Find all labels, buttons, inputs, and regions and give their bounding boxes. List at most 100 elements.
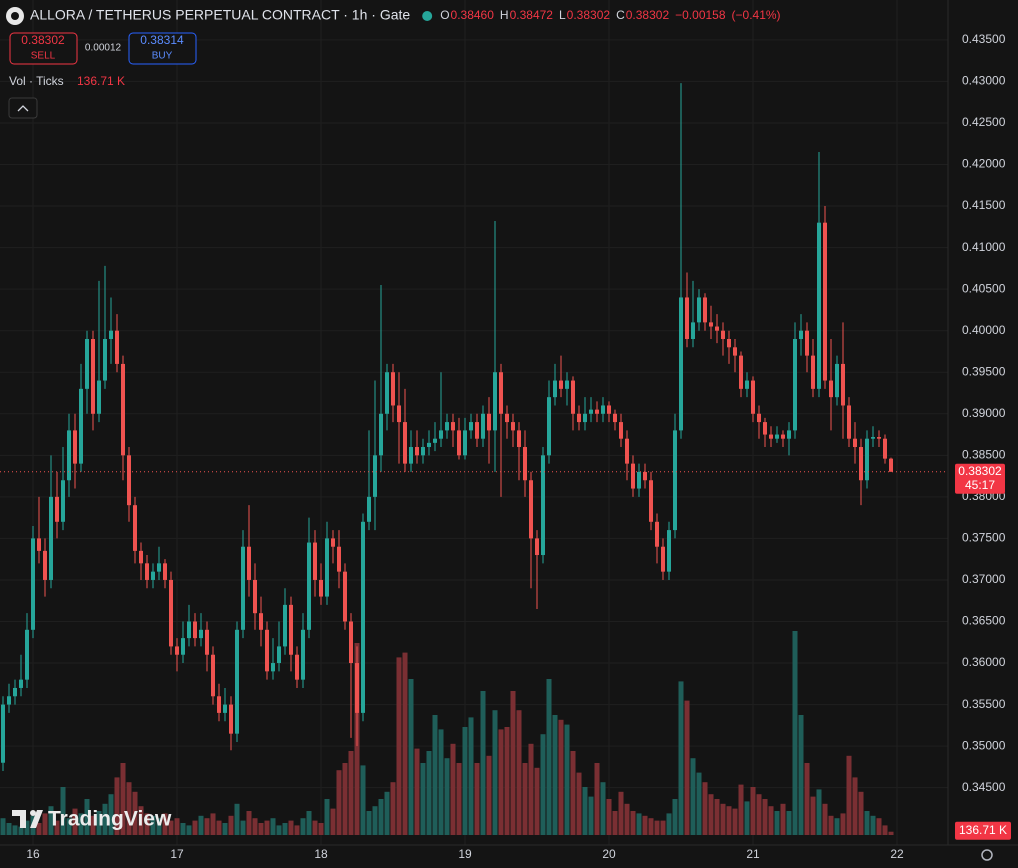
candle-body (727, 338, 731, 348)
sell-label[interactable]: SELL (31, 51, 56, 62)
volume-bar (528, 743, 534, 835)
candle-body (403, 422, 407, 464)
candle-body (253, 579, 257, 614)
candle-body (709, 322, 713, 327)
collapse-button[interactable] (8, 97, 38, 119)
candles (1, 83, 893, 772)
buy-box[interactable] (128, 32, 197, 65)
sell-price[interactable]: 0.38302 (21, 33, 65, 47)
candle-body (25, 629, 29, 680)
y-tick-label: 0.43500 (962, 32, 1006, 46)
volume-bar (816, 789, 822, 835)
volume-tag (955, 821, 1011, 840)
volume-bar (12, 825, 18, 835)
settings-button[interactable] (981, 849, 993, 861)
candle-body (589, 409, 593, 414)
candle-body (373, 455, 377, 497)
candle-body (775, 434, 779, 439)
volume-bar (222, 823, 228, 835)
volume-bar (264, 820, 270, 835)
sell-box[interactable] (9, 32, 78, 65)
candle-body (499, 372, 503, 414)
candle-body (733, 347, 737, 356)
candle-body (175, 646, 179, 655)
volume-bar (138, 806, 144, 835)
buy-button[interactable]: 0.38314 BUY (128, 32, 197, 65)
volume-bar (114, 777, 120, 835)
candle-body (457, 430, 461, 456)
buy-price[interactable]: 0.38314 (140, 33, 184, 47)
volume-bar (450, 743, 456, 835)
candle-body (13, 687, 17, 697)
volume-bar (852, 777, 858, 835)
volume-bar (702, 782, 708, 835)
candle-body (829, 380, 833, 398)
candle-body (883, 438, 887, 459)
x-tick-label: 20 (602, 847, 616, 861)
volume-bar (552, 715, 558, 835)
volume-bar (600, 782, 606, 835)
candle-body (505, 413, 509, 423)
candle-body (565, 380, 569, 389)
volume-bar (42, 813, 48, 835)
collapse-box[interactable] (8, 97, 38, 119)
volume-bar (330, 808, 336, 835)
volume-bar (456, 763, 462, 835)
x-tick-label: 21 (746, 847, 760, 861)
candle-body (865, 438, 869, 481)
volume-bar (294, 825, 300, 835)
candle-body (265, 629, 269, 672)
candle-body (757, 413, 761, 423)
candle-body (55, 496, 59, 522)
candle-body (361, 521, 365, 713)
legend-key: H (500, 8, 509, 22)
candle-body (859, 447, 863, 481)
candle-body (469, 422, 473, 431)
candle-body (313, 542, 317, 580)
volume-bar (768, 806, 774, 835)
volume-bar (246, 811, 252, 835)
legend-value: (−0.41%) (732, 8, 781, 22)
volume-bar (420, 763, 426, 835)
candle-body (583, 413, 587, 423)
volume-bar (504, 727, 510, 835)
y-tick-label: 0.38500 (962, 447, 1006, 461)
candle-body (415, 447, 419, 456)
volume-bar (96, 811, 102, 835)
candle-body (79, 388, 83, 464)
volume-bar (726, 806, 732, 835)
buy-label[interactable]: BUY (152, 51, 173, 62)
volume-bar (876, 818, 882, 835)
candle-body (367, 496, 371, 522)
volume-bar (642, 815, 648, 835)
sell-button[interactable]: 0.38302 SELL (9, 32, 78, 65)
volume-bar (126, 782, 132, 835)
candle-body (127, 455, 131, 506)
volume-bar (180, 823, 186, 835)
collapse-icon[interactable] (17, 105, 29, 112)
candle-body (841, 363, 845, 406)
legend-key: O (440, 8, 449, 22)
candle-body (331, 538, 335, 547)
spread: 0.00012 (85, 43, 122, 54)
volume-bar (582, 787, 588, 835)
candle-body (835, 363, 839, 398)
settings-icon[interactable] (981, 849, 993, 861)
y-tick-label: 0.41000 (962, 240, 1006, 254)
volume-title: Vol · Ticks (9, 74, 64, 88)
volume-bar (438, 729, 444, 835)
volume-bar (750, 787, 756, 835)
volume-bar (564, 724, 570, 835)
volume-bar (240, 820, 246, 835)
volume-bar (444, 758, 450, 835)
volume-bar (366, 811, 372, 835)
y-tick-label: 0.42500 (962, 115, 1006, 129)
candle-body (745, 380, 749, 389)
volume-bar (372, 806, 378, 835)
x-tick-label: 17 (170, 847, 184, 861)
volume-bar (6, 823, 12, 835)
candle-body (193, 621, 197, 639)
candle-body (199, 629, 203, 639)
volume-bar (306, 811, 312, 835)
watermark-logo-dot (30, 810, 36, 816)
